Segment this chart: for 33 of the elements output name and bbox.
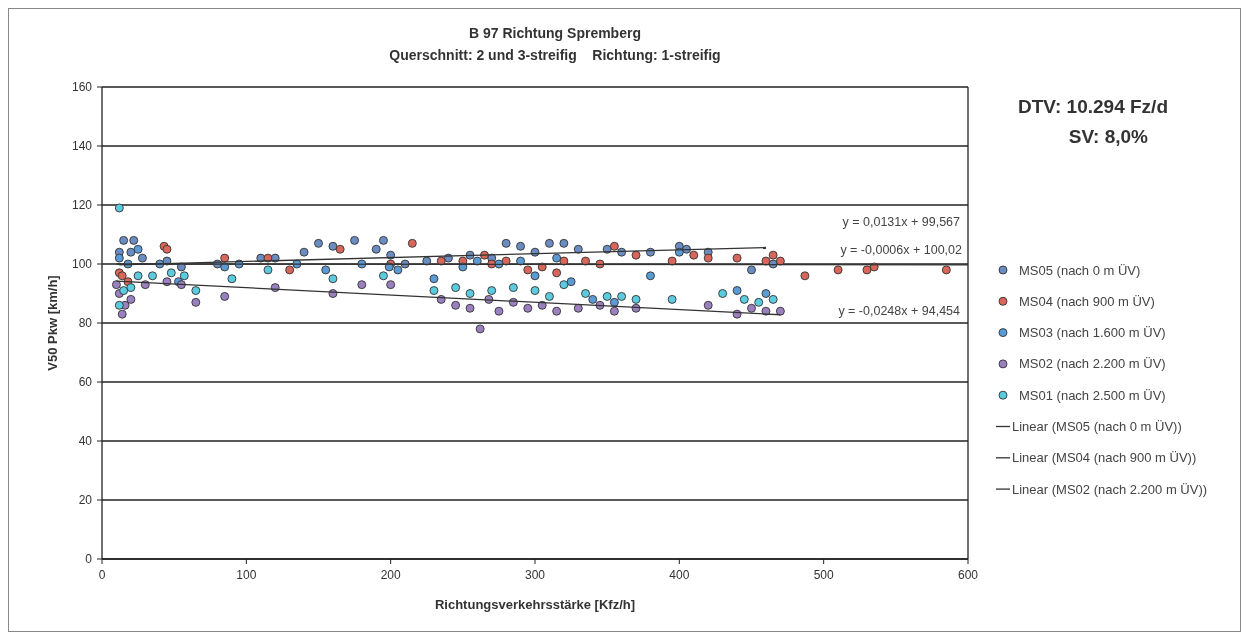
legend-label: Linear (MS04 (nach 900 m ÜV))	[1012, 450, 1197, 466]
x-tick-label: 300	[524, 568, 546, 582]
annotation: y = -0,0248x + 94,454	[838, 304, 961, 318]
x-tick-label: 500	[813, 568, 834, 582]
y-tick-label: 120	[71, 198, 93, 212]
legend-label: MS03 (nach 1.600 m ÜV)	[1019, 325, 1166, 341]
legend-label: MS04 (nach 900 m ÜV)	[1019, 293, 1155, 309]
y-tick-label: 100	[71, 257, 93, 271]
y-tick-label: 40	[78, 434, 93, 448]
y-tick-label: 140	[71, 139, 93, 153]
chart-title: B 97 Richtung Spremberg	[469, 25, 641, 41]
x-tick-label: 100	[236, 568, 257, 582]
y-tick-label: 0	[85, 552, 93, 566]
legend-label: MS01 (nach 2.500 m ÜV)	[1019, 387, 1166, 403]
y-axis-title: V50 Pkw [km/h]	[45, 275, 60, 371]
annotation: y = 0,0131x + 99,567	[842, 215, 961, 229]
text: SV: 8,0%	[1068, 126, 1149, 147]
x-tick-label: 0	[98, 568, 106, 582]
x-axis-title: Richtungsverkehrsstärke [Kfz/h]	[434, 597, 636, 612]
x-tick-label: 200	[380, 568, 401, 582]
legend-label: Linear (MS02 (nach 2.200 m ÜV))	[1012, 481, 1208, 497]
x-tick-label: 400	[669, 568, 690, 582]
legend-label: Linear (MS05 (nach 0 m ÜV))	[1012, 419, 1182, 434]
annotation: y = -0,0006x + 100,02	[840, 243, 963, 257]
legend-label: MS05 (nach 0 m ÜV)	[1019, 262, 1141, 278]
y-tick-label: 160	[71, 80, 93, 94]
y-tick-label: 60	[78, 375, 93, 389]
x-tick-label: 600	[957, 568, 979, 582]
legend-label: MS02 (nach 2.200 m ÜV)	[1019, 356, 1166, 372]
text: DTV: 10.294 Fz/d	[1018, 96, 1168, 117]
chart-subtitle: Querschnitt: 2 und 3-streifig Richtung: 1-streifig	[389, 47, 721, 63]
y-tick-label: 80	[78, 316, 93, 330]
y-tick-label: 20	[78, 493, 93, 507]
